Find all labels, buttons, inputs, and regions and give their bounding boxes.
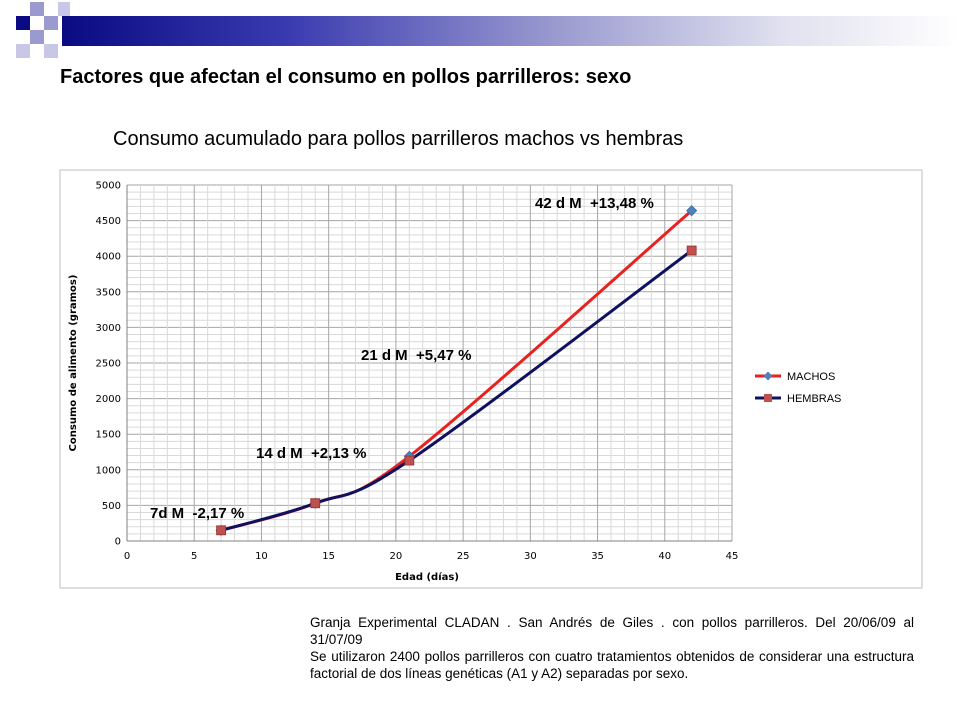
data-point-hembras — [310, 498, 321, 509]
header-gradient-bar — [62, 16, 960, 46]
annotation-layer: 7d M -2,17 % 14 d M +2,13 % 21 d M +5,47 %… — [150, 195, 654, 522]
corner-square-dark — [16, 16, 30, 30]
x-tick-label: 10 — [255, 551, 268, 562]
x-tick-label: 25 — [457, 551, 470, 562]
data-point-hembras — [216, 525, 227, 536]
marker-layer — [215, 205, 698, 536]
legend-marker-machos — [763, 371, 773, 381]
footnote: Granja Experimental CLADAN . San Andrés … — [310, 614, 914, 682]
y-tick-label: 500 — [102, 501, 121, 512]
annotation-label: 14 d M +2,13 % — [256, 445, 366, 462]
y-tick-label: 3000 — [96, 323, 121, 334]
x-tick-label: 0 — [124, 551, 130, 562]
data-point-machos — [686, 205, 698, 217]
footnote-line-2: Se utilizaron 2400 pollos parrilleros co… — [310, 649, 914, 681]
x-tick-label: 20 — [390, 551, 403, 562]
x-axis-label: Edad (días) — [395, 571, 459, 583]
y-tick-label: 2500 — [96, 359, 121, 370]
legend-label-machos: MACHOS — [787, 371, 835, 383]
y-tick-label: 4500 — [96, 216, 121, 227]
annotation-label: 42 d M +13,48 % — [535, 195, 654, 212]
y-axis-label: Consumo de alimento (gramos) — [68, 275, 79, 452]
line-chart: 0 500 1000 1500 2000 2500 3000 3500 4000 4500 5000… — [59, 169, 923, 589]
series-layer — [220, 209, 693, 532]
y-tick-label: 1500 — [96, 430, 121, 441]
data-point-hembras — [404, 455, 415, 466]
chart-area — [59, 169, 923, 589]
chart-title: Consumo acumulado para pollos parrillero… — [113, 128, 684, 150]
y-tick-label: 3500 — [96, 287, 121, 298]
x-tick-label: 30 — [524, 551, 537, 562]
corner-square-light — [44, 44, 58, 58]
corner-square-light — [44, 16, 58, 30]
axes: 0 500 1000 1500 2000 2500 3000 3500 4000 4500 5000… — [96, 181, 739, 563]
annotation-label: 7d M -2,17 % — [150, 505, 244, 522]
corner-square-light — [16, 44, 30, 58]
legend-marker-hembras — [764, 394, 772, 402]
x-tick-label: 45 — [726, 551, 739, 562]
data-point-hembras — [686, 245, 697, 256]
footnote-line-1: Granja Experimental CLADAN . San Andrés … — [310, 615, 914, 647]
corner-square-light — [30, 2, 44, 16]
x-tick-label: 35 — [591, 551, 604, 562]
annotation-label: 21 d M +5,47 % — [361, 347, 471, 364]
y-tick-label: 1000 — [96, 465, 121, 476]
y-tick-label: 5000 — [96, 181, 121, 192]
series-line-hembras — [220, 249, 693, 532]
x-tick-label: 5 — [191, 551, 197, 562]
y-tick-label: 2000 — [96, 394, 121, 405]
x-tick-label: 15 — [322, 551, 335, 562]
slide-title: Factores que afectan el consumo en pollo… — [60, 66, 632, 88]
y-tick-label: 4000 — [96, 252, 121, 263]
legend: MACHOS HEMBRAS — [755, 371, 841, 405]
x-tick-label: 40 — [658, 551, 671, 562]
corner-square-light — [58, 2, 70, 16]
y-tick-label: 0 — [115, 537, 121, 548]
legend-label-hembras: HEMBRAS — [787, 393, 841, 405]
corner-square-light — [30, 30, 44, 44]
